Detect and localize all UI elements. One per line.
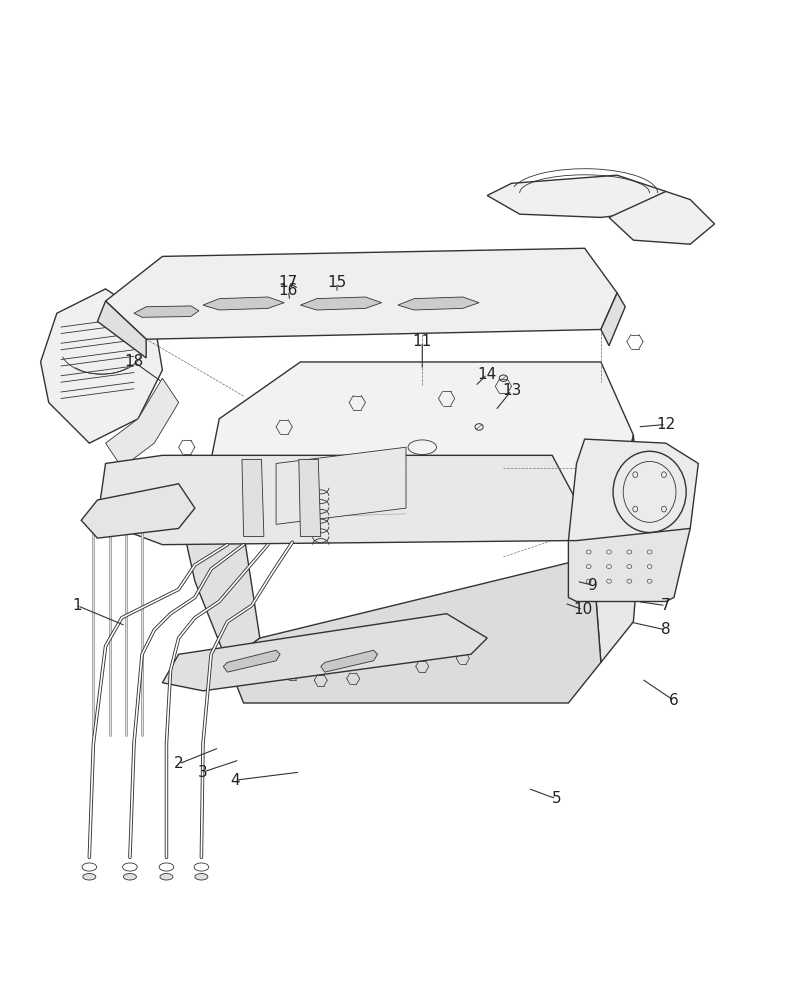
Text: 15: 15	[327, 275, 346, 290]
Text: 5: 5	[551, 791, 560, 806]
Text: 1: 1	[72, 598, 82, 613]
Text: 18: 18	[124, 354, 144, 369]
Polygon shape	[568, 439, 697, 545]
Text: 9: 9	[587, 578, 597, 593]
Ellipse shape	[195, 874, 208, 880]
Polygon shape	[592, 435, 641, 662]
Ellipse shape	[123, 874, 136, 880]
Polygon shape	[105, 378, 178, 468]
Text: 4: 4	[230, 773, 240, 788]
Polygon shape	[97, 455, 584, 545]
Polygon shape	[608, 191, 714, 244]
Polygon shape	[105, 248, 616, 339]
Polygon shape	[178, 459, 260, 662]
Polygon shape	[600, 293, 624, 346]
Ellipse shape	[83, 874, 96, 880]
Polygon shape	[397, 297, 478, 310]
Polygon shape	[300, 297, 381, 310]
Polygon shape	[320, 650, 377, 672]
Text: 13: 13	[501, 383, 521, 398]
Polygon shape	[298, 459, 320, 537]
Polygon shape	[211, 362, 633, 532]
Polygon shape	[276, 447, 406, 524]
Text: 8: 8	[660, 622, 670, 637]
Polygon shape	[162, 614, 487, 691]
Text: 16: 16	[278, 283, 298, 298]
Polygon shape	[81, 484, 195, 538]
Polygon shape	[203, 297, 284, 310]
Polygon shape	[568, 528, 689, 601]
Polygon shape	[41, 289, 162, 443]
Text: 17: 17	[278, 275, 298, 290]
Polygon shape	[227, 557, 600, 703]
Polygon shape	[97, 301, 146, 358]
Polygon shape	[223, 650, 280, 672]
Text: 7: 7	[660, 598, 670, 613]
Text: 12: 12	[655, 417, 675, 432]
Text: 11: 11	[412, 334, 431, 349]
Polygon shape	[487, 175, 665, 217]
Text: 2: 2	[174, 756, 183, 771]
Polygon shape	[134, 306, 199, 317]
Text: 6: 6	[668, 693, 678, 708]
Ellipse shape	[160, 874, 173, 880]
Text: 10: 10	[573, 602, 592, 617]
Polygon shape	[242, 459, 264, 537]
Text: 3: 3	[198, 765, 208, 780]
Text: 14: 14	[477, 367, 496, 382]
